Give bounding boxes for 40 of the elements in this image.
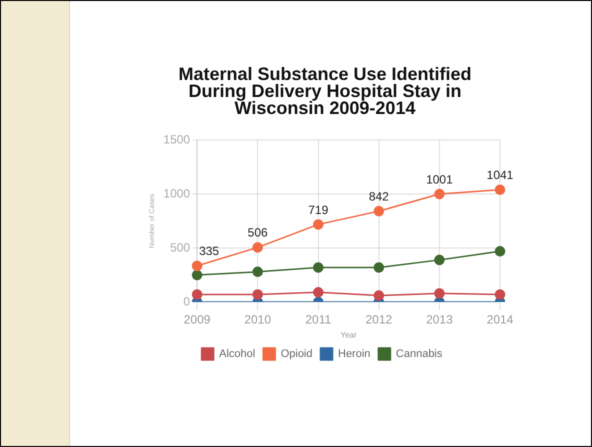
x-tick-label: 2010 bbox=[244, 312, 272, 327]
point bbox=[434, 288, 445, 299]
point bbox=[434, 188, 445, 200]
point bbox=[494, 246, 506, 257]
x-tick-label: 2013 bbox=[426, 312, 454, 327]
data-label: 1001 bbox=[426, 172, 454, 186]
point bbox=[313, 219, 324, 230]
point bbox=[192, 289, 202, 300]
y-tick-label: 1500 bbox=[163, 132, 190, 147]
point bbox=[374, 262, 384, 273]
legend-label: Cannabis bbox=[396, 348, 443, 360]
data-label: 335 bbox=[199, 244, 220, 258]
point bbox=[434, 254, 445, 266]
y-tick-label: 500 bbox=[170, 240, 190, 254]
x-tick-label: 2009 bbox=[184, 312, 211, 327]
data-label: 1041 bbox=[486, 168, 514, 182]
point bbox=[494, 184, 506, 195]
chart-title: Maternal Substance Use Identified During Delivery Hospital Stay in Wisconsin 2009-2014 bbox=[177, 64, 473, 118]
y-tick-label: 0 bbox=[183, 294, 190, 308]
point bbox=[192, 270, 202, 280]
point bbox=[252, 289, 263, 300]
point bbox=[374, 206, 384, 216]
point bbox=[313, 262, 324, 273]
legend-label: Heroin bbox=[338, 348, 370, 360]
legend-label: Opioid bbox=[280, 348, 312, 360]
y-tick-label: 1000 bbox=[163, 186, 190, 200]
point bbox=[374, 290, 384, 301]
x-tick-label: 2014 bbox=[486, 312, 514, 327]
point bbox=[252, 242, 263, 253]
data-label: 842 bbox=[368, 189, 390, 204]
legend-label: Alcohol bbox=[219, 348, 256, 360]
data-label: 719 bbox=[308, 202, 329, 217]
data-label: 506 bbox=[248, 226, 268, 240]
x-tick-label: 2011 bbox=[305, 312, 332, 327]
x-axis-title: Year bbox=[340, 330, 357, 340]
x-tick-label: 2012 bbox=[365, 312, 393, 327]
point bbox=[494, 289, 506, 300]
point bbox=[313, 287, 324, 298]
point bbox=[192, 260, 202, 272]
point bbox=[252, 266, 263, 278]
